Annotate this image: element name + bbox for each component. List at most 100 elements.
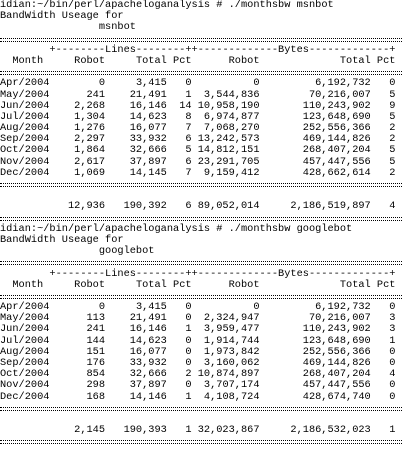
value: 1,914,744 xyxy=(203,334,260,347)
totals-row: 12,936 190,392 6 89,052,014 2,186,519,897 4 xyxy=(0,201,402,212)
column-header: Pct xyxy=(376,54,396,67)
value: 4 xyxy=(389,368,396,381)
total: 190,392 xyxy=(123,200,167,213)
separator xyxy=(0,67,402,78)
value: 5 xyxy=(389,110,396,123)
value: 6,192,732 xyxy=(315,301,371,314)
value: 1 xyxy=(185,88,192,101)
value: 10,958,190 xyxy=(197,99,260,112)
month: Apr/2004 xyxy=(0,301,50,314)
separator xyxy=(0,436,402,447)
value: 110,243,902 xyxy=(302,99,371,112)
group-header-line: +--------Lines--------+ +-------------Byt… xyxy=(0,43,402,56)
value: 0 xyxy=(98,77,106,90)
value: 268,407,204 xyxy=(302,368,371,381)
value: 21,491 xyxy=(129,88,167,101)
total: 4 xyxy=(389,200,396,213)
value: 3 xyxy=(389,312,396,325)
bot-name: msnbot xyxy=(98,21,136,34)
separator xyxy=(0,257,402,268)
command: idian:~/bin/perl/apacheloganalysis # ./m… xyxy=(0,222,353,235)
group-header-line: +--------Lines--------+ +-------------Byt… xyxy=(0,268,402,280)
command-line: idian:~/bin/perl/apacheloganalysis # ./m… xyxy=(0,0,402,11)
value: 2,268 xyxy=(74,99,106,112)
value: 1,864 xyxy=(74,144,106,157)
value: 0 xyxy=(389,77,396,90)
value: 0 xyxy=(185,357,192,369)
month: Sep/2004 xyxy=(0,357,50,369)
table-row: Dec/2004 168 14,146 1 4,108,724 428,674,740 0 xyxy=(0,390,402,403)
value: 0 xyxy=(185,379,192,392)
value: 2,297 xyxy=(74,133,106,146)
column-header: Total xyxy=(339,54,371,67)
value: 144 xyxy=(86,334,106,347)
command: idian:~/bin/perl/apacheloganalysis # ./m… xyxy=(0,0,334,11)
month: Dec/2004 xyxy=(0,390,50,403)
month: Nov/2004 xyxy=(0,155,50,168)
value: 8 xyxy=(185,110,192,123)
value: 0 xyxy=(185,77,192,90)
value: 252,556,366 xyxy=(302,345,371,358)
totals-row: 2,145 190,393 1 32,023,867 2,186,532,023 1 xyxy=(0,424,402,437)
column-header-line: Month Robot Total Pct Robot Total Pct xyxy=(0,278,402,291)
value: 9 xyxy=(389,99,396,112)
heading: BandWidth Useage for xyxy=(0,10,124,23)
column-header-line: Month Robot Total Pct Robot Total Pct xyxy=(0,54,402,67)
table-row: May/2004 241 21,491 1 3,544,836 70,216,007 5 xyxy=(0,88,402,101)
value: 1 xyxy=(185,323,192,336)
value: 176 xyxy=(86,357,106,369)
separator xyxy=(0,179,402,190)
value: 33,932 xyxy=(129,133,167,146)
value: 2 xyxy=(185,368,192,381)
month: Oct/2004 xyxy=(0,144,50,157)
value: 5 xyxy=(185,144,192,157)
table-row: Oct/2004 1,864 32,666 5 14,812,151 268,407,20… xyxy=(0,145,402,156)
table-row: Jun/2004 2,268 16,146 14 10,958,190 110,243,9… xyxy=(0,99,402,112)
value: 6,974,877 xyxy=(203,110,260,123)
value: 0 xyxy=(389,345,396,358)
value: 0 xyxy=(389,301,396,314)
value: 37,897 xyxy=(129,155,167,168)
value: 7 xyxy=(185,166,192,179)
value: 70,216,007 xyxy=(308,88,371,101)
value: 123,648,690 xyxy=(302,110,371,123)
value: 241 xyxy=(86,323,106,336)
value: 16,077 xyxy=(129,122,167,135)
group-header: +-------------Bytes-------------+ xyxy=(191,43,396,56)
column-header: Month xyxy=(12,54,44,67)
value: 457,447,556 xyxy=(302,379,371,392)
column-header: Total xyxy=(339,278,371,291)
value: 2 xyxy=(389,122,396,135)
value: 0 xyxy=(389,390,396,403)
value: 9,159,412 xyxy=(203,166,260,179)
total: 89,052,014 xyxy=(197,200,260,213)
value: 0 xyxy=(253,77,260,90)
heading-line: BandWidth Useage for xyxy=(0,10,402,23)
value: 252,556,366 xyxy=(302,122,371,135)
column-header: Robot xyxy=(228,54,260,67)
total: 2,186,532,023 xyxy=(290,424,371,437)
separator xyxy=(0,291,402,302)
month: Oct/2004 xyxy=(0,368,50,381)
value: 2,617 xyxy=(74,155,106,168)
value: 241 xyxy=(86,88,106,101)
value: 1,276 xyxy=(74,122,106,135)
value: 113 xyxy=(86,312,106,325)
value: 2,324,947 xyxy=(203,312,260,325)
value: 3,160,062 xyxy=(203,357,260,369)
month: Aug/2004 xyxy=(0,345,50,358)
value: 0 xyxy=(185,312,192,325)
value: 3,707,174 xyxy=(203,379,260,392)
column-header: Month xyxy=(12,278,44,291)
column-header: Pct xyxy=(173,278,192,291)
value: 7 xyxy=(185,122,192,135)
bot-name-line: msnbot xyxy=(0,22,402,33)
value: 32,666 xyxy=(129,368,167,381)
table-row: Nov/2004 298 37,897 0 3,707,174 457,447,556 0 xyxy=(0,380,402,391)
value: 3,544,836 xyxy=(203,88,260,101)
value: 428,662,614 xyxy=(302,166,371,179)
table-row: Jul/2004 1,304 14,623 8 6,974,877 123,648,690… xyxy=(0,110,402,123)
column-header: Robot xyxy=(74,278,106,291)
value: 16,077 xyxy=(129,345,167,358)
